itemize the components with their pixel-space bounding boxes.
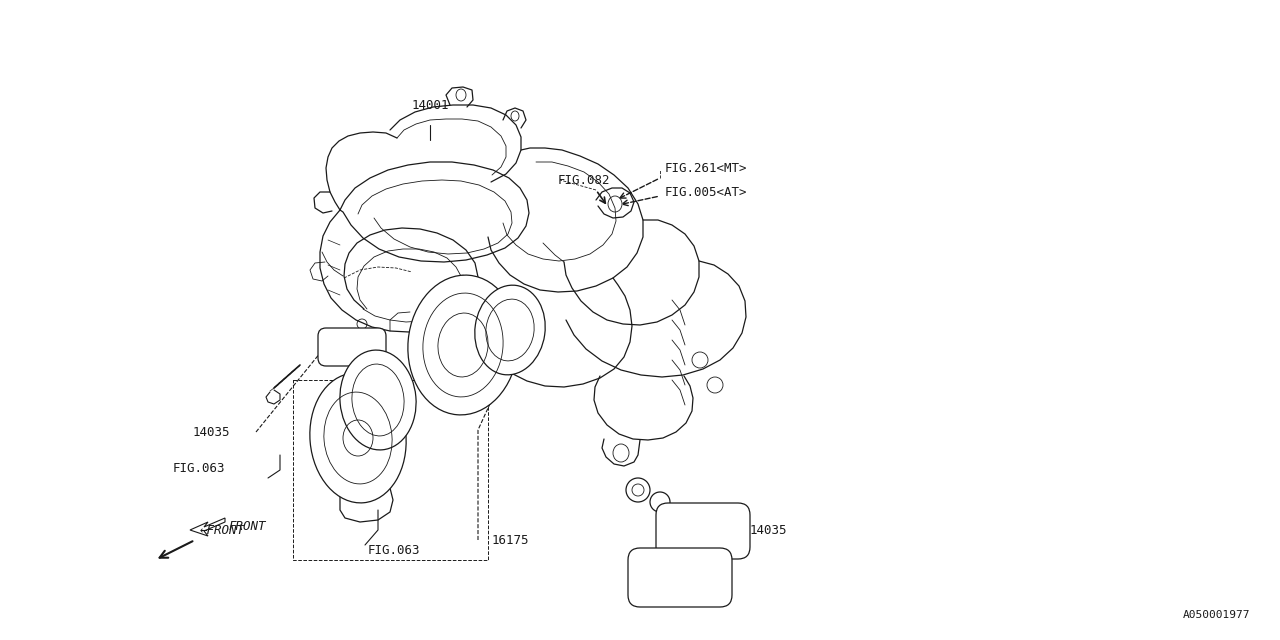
Ellipse shape bbox=[340, 350, 416, 450]
Ellipse shape bbox=[626, 478, 650, 502]
Text: ←FRONT: ←FRONT bbox=[200, 524, 244, 536]
FancyBboxPatch shape bbox=[657, 503, 750, 559]
Text: FIG.063: FIG.063 bbox=[369, 543, 421, 557]
Text: FIG.005<AT>: FIG.005<AT> bbox=[666, 186, 748, 200]
FancyBboxPatch shape bbox=[628, 548, 732, 607]
Text: FIG.261<MT>: FIG.261<MT> bbox=[666, 161, 748, 175]
Ellipse shape bbox=[310, 373, 406, 503]
Text: 14001: 14001 bbox=[411, 99, 449, 112]
FancyBboxPatch shape bbox=[317, 328, 387, 366]
Ellipse shape bbox=[650, 492, 669, 512]
Ellipse shape bbox=[475, 285, 545, 375]
Text: 16175: 16175 bbox=[492, 534, 530, 547]
Text: FIG.082: FIG.082 bbox=[558, 173, 611, 186]
Bar bbox=[293, 380, 488, 560]
Text: A050001977: A050001977 bbox=[1183, 610, 1251, 620]
Ellipse shape bbox=[408, 275, 518, 415]
Text: FIG.063: FIG.063 bbox=[173, 461, 225, 474]
Polygon shape bbox=[189, 518, 225, 536]
Text: FRONT: FRONT bbox=[228, 520, 265, 534]
Text: 14035: 14035 bbox=[192, 426, 230, 438]
Text: 14035: 14035 bbox=[750, 524, 787, 536]
